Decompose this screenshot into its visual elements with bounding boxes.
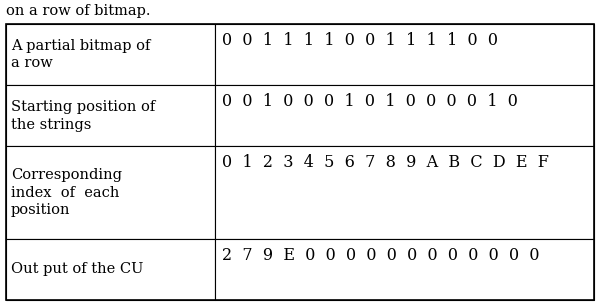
Bar <box>6 85 215 146</box>
Bar <box>215 24 594 85</box>
Text: 0  0  1  1  1  1  0  0  1  1  1  1  0  0: 0 0 1 1 1 1 0 0 1 1 1 1 0 0 <box>222 32 498 49</box>
Bar <box>215 239 594 300</box>
Bar <box>6 239 215 300</box>
Bar <box>215 85 594 146</box>
Text: Starting position of
the strings: Starting position of the strings <box>11 100 155 132</box>
Text: A partial bitmap of
a row: A partial bitmap of a row <box>11 39 151 71</box>
Bar <box>6 146 215 239</box>
Text: 2  7  9  E  0  0  0  0  0  0  0  0  0  0  0  0: 2 7 9 E 0 0 0 0 0 0 0 0 0 0 0 0 <box>222 247 539 264</box>
Text: Corresponding
index  of  each
position: Corresponding index of each position <box>11 168 122 217</box>
Text: 0  1  2  3  4  5  6  7  8  9  A  B  C  D  E  F: 0 1 2 3 4 5 6 7 8 9 A B C D E F <box>222 154 548 171</box>
Bar <box>215 146 594 239</box>
Text: on a row of bitmap.: on a row of bitmap. <box>6 4 151 18</box>
Bar <box>6 24 215 85</box>
Text: 0  0  1  0  0  0  1  0  1  0  0  0  0  1  0: 0 0 1 0 0 0 1 0 1 0 0 0 0 1 0 <box>222 93 518 110</box>
Text: Out put of the CU: Out put of the CU <box>11 262 143 276</box>
